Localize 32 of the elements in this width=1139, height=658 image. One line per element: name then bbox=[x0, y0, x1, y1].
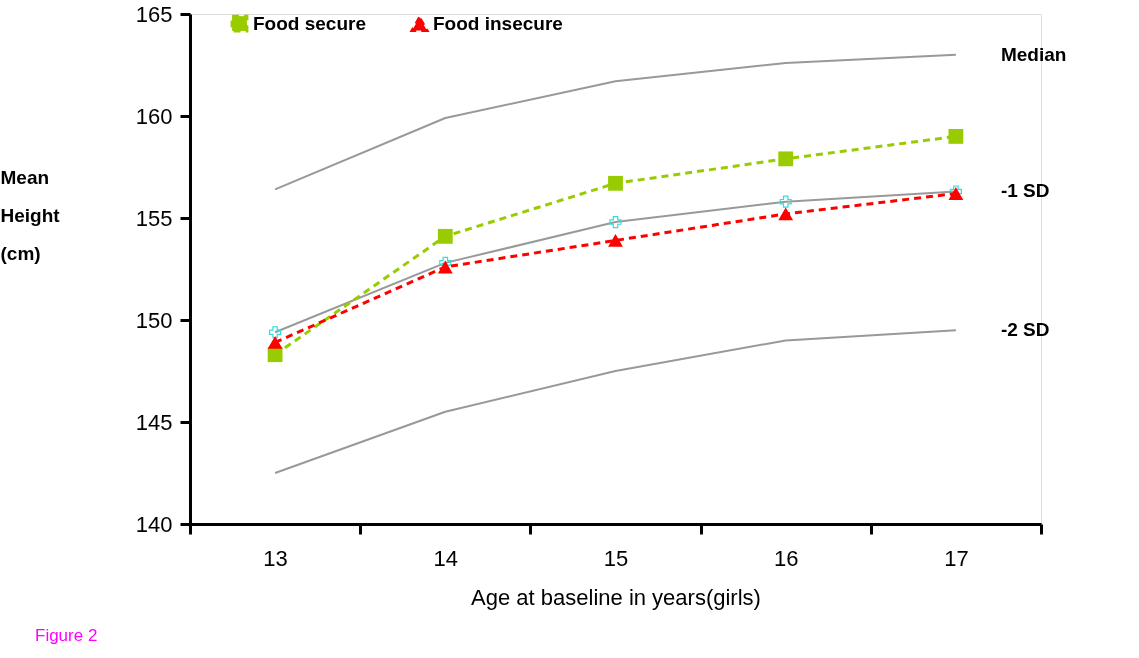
x-tick-label: 14 bbox=[433, 545, 459, 571]
point bbox=[437, 228, 453, 244]
x-axis-title: Age at baseline in years(girls) bbox=[471, 584, 761, 610]
y-tick-label: 150 bbox=[135, 307, 173, 333]
point bbox=[269, 326, 282, 339]
y-tick-label: 155 bbox=[135, 205, 173, 231]
text: -2 SD bbox=[1000, 319, 1050, 341]
caption: Figure 2 bbox=[35, 626, 98, 645]
y-tick-label: 165 bbox=[135, 1, 173, 27]
point bbox=[609, 216, 622, 229]
x-tick-label: 13 bbox=[263, 545, 288, 571]
x-tick-label: 15 bbox=[603, 545, 629, 571]
legend-label: Food secure bbox=[253, 12, 366, 34]
line-series bbox=[274, 329, 957, 474]
point bbox=[778, 151, 794, 167]
point bbox=[779, 195, 792, 208]
legend-label: Food insecure bbox=[433, 13, 563, 35]
x-tick-label: 17 bbox=[944, 545, 969, 571]
x-tick-label: 16 bbox=[773, 545, 799, 571]
point bbox=[267, 336, 283, 349]
text: Median bbox=[1000, 43, 1067, 65]
point bbox=[948, 128, 964, 144]
y-tick-label: 145 bbox=[135, 409, 173, 435]
point bbox=[437, 260, 453, 274]
y-tick-label: 140 bbox=[135, 511, 173, 537]
text: -1 SD bbox=[1000, 180, 1050, 202]
y-axis-title: Mean Height (cm) bbox=[0, 166, 61, 264]
point bbox=[778, 207, 794, 221]
line-series bbox=[274, 53, 957, 191]
point bbox=[608, 175, 623, 191]
y-tick-label: 160 bbox=[135, 103, 173, 129]
point bbox=[608, 234, 623, 247]
